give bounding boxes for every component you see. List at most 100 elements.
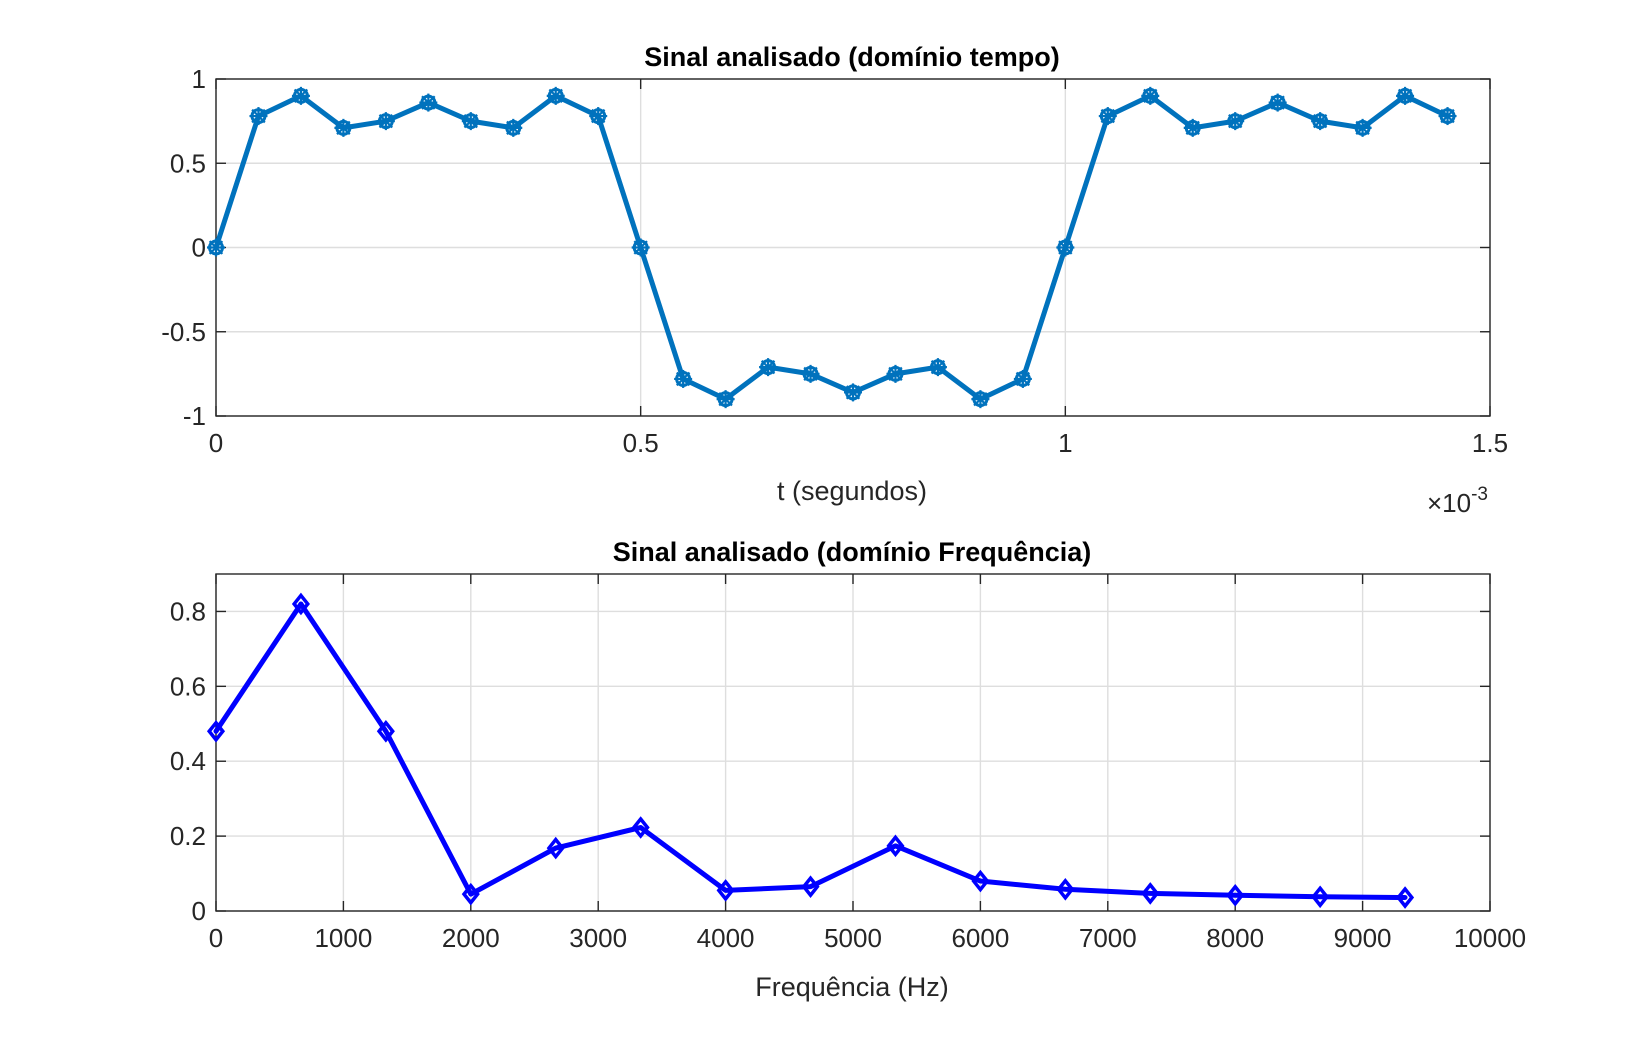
- marker-spoke: [1015, 371, 1031, 387]
- data-point: [504, 118, 523, 137]
- data-point: [801, 364, 820, 383]
- data-point: [1183, 118, 1202, 137]
- time-domain-axes: 0 0.5 1 1.5 -1 -0.5 0 0.5 1 Sinal analisado (dom…: [161, 42, 1508, 518]
- marker-spoke: [293, 88, 309, 103]
- data-point: [1226, 883, 1245, 907]
- marker-spoke: [208, 240, 224, 255]
- marker-spoke: [1143, 88, 1158, 103]
- x-tick-label: 8000: [1206, 923, 1264, 953]
- marker-spoke: [930, 359, 946, 375]
- x-tick-label: 1: [1058, 428, 1072, 458]
- marker-spoke: [1397, 88, 1413, 103]
- marker-spoke: [1440, 108, 1455, 124]
- y-tick-label: 0: [192, 896, 206, 926]
- data-point: [1311, 112, 1330, 131]
- marker-spoke: [548, 88, 563, 103]
- frequency-domain-axes: 0 1000 2000 3000 4000 5000 6000 7000 8000 9000 100…: [170, 537, 1526, 1002]
- x-tick-label: 3000: [569, 923, 627, 953]
- data-point: [376, 719, 395, 743]
- marker-spoke: [463, 113, 478, 129]
- marker-spoke: [1058, 240, 1073, 255]
- y-tick-label: 0.2: [170, 821, 206, 851]
- data-point: [249, 107, 268, 126]
- time-domain-x-label: t (segundos): [777, 476, 927, 506]
- data-point: [1396, 886, 1415, 909]
- data-point: [206, 719, 226, 743]
- data-point: [461, 882, 480, 906]
- data-point: [674, 369, 693, 388]
- marker-spoke: [973, 392, 988, 407]
- marker-spoke: [1270, 95, 1285, 110]
- x-tick-label: 2000: [442, 923, 500, 953]
- x-tick-label: 1000: [314, 923, 372, 953]
- data-point: [461, 112, 480, 131]
- marker-spoke: [718, 392, 733, 407]
- y-tick-label: 0.5: [170, 148, 206, 178]
- marker-spoke: [1185, 120, 1200, 136]
- x-exponent-base: ×10: [1427, 488, 1471, 518]
- frequency-domain-title: Sinal analisado (domínio Frequência): [613, 537, 1092, 567]
- marker-spoke: [803, 366, 818, 382]
- frequency-domain-x-label: Frequência (Hz): [755, 972, 949, 1002]
- data-point: [1268, 93, 1287, 112]
- data-point: [291, 592, 310, 616]
- marker-spoke: [1355, 120, 1370, 136]
- data-point: [716, 879, 735, 902]
- data-point: [928, 358, 947, 377]
- marker-spoke: [1100, 108, 1115, 124]
- data-point: [546, 86, 565, 105]
- marker-spoke: [888, 366, 903, 382]
- marker-spoke: [675, 371, 691, 387]
- x-tick-label: 5000: [824, 923, 882, 953]
- data-point: [1226, 112, 1245, 131]
- series-line: [213, 601, 1408, 901]
- data-point: [546, 836, 565, 860]
- marker-spoke: [1312, 113, 1328, 129]
- y-tick-label: 0.4: [170, 746, 206, 776]
- marker-spoke: [378, 113, 394, 129]
- data-point: [1353, 118, 1372, 137]
- data-point: [1013, 369, 1032, 388]
- data-point: [1098, 107, 1117, 126]
- x-tick-label: 4000: [697, 923, 755, 953]
- marker-spoke: [845, 385, 861, 400]
- marker-spoke: [421, 95, 436, 110]
- marker-spoke: [591, 108, 606, 124]
- data-point: [971, 390, 990, 409]
- data-point: [1141, 86, 1160, 105]
- data-point: [759, 358, 778, 377]
- data-point: [291, 86, 310, 105]
- data-point: [419, 93, 438, 112]
- y-tick-label: 1: [192, 64, 206, 94]
- y-tick-label: -1: [183, 401, 206, 431]
- marker-spoke: [633, 240, 648, 255]
- data-point: [589, 107, 608, 126]
- data-point: [376, 112, 395, 131]
- x-tick-label: 0: [209, 428, 223, 458]
- data-point: [631, 238, 650, 257]
- data-point: [1141, 882, 1160, 905]
- data-point: [801, 875, 820, 898]
- x-tick-label: 6000: [951, 923, 1009, 953]
- time-domain-title: Sinal analisado (domínio tempo): [644, 42, 1060, 72]
- data-point: [971, 869, 990, 893]
- data-point: [1056, 238, 1075, 257]
- y-tick-label: 0.6: [170, 671, 206, 701]
- marker-spoke: [251, 108, 266, 124]
- marker-spoke: [506, 120, 521, 136]
- x-tick-label: 1.5: [1472, 428, 1508, 458]
- marker-spoke: [1228, 113, 1243, 129]
- marker-spoke: [760, 359, 776, 375]
- data-point: [631, 816, 650, 839]
- x-tick-label: 0: [209, 923, 223, 953]
- x-tick-label: 10000: [1454, 923, 1526, 953]
- x-tick-label: 7000: [1079, 923, 1137, 953]
- plot-area: 0 1000 2000 3000 4000 5000 6000 7000 8000 9000 100…: [170, 573, 1526, 953]
- marker-spoke: [336, 120, 351, 136]
- y-tick-label: -0.5: [161, 317, 206, 347]
- data-point: [886, 834, 905, 858]
- plot-area: 0 0.5 1 1.5 -1 -0.5 0 0.5 1: [161, 64, 1508, 458]
- data-point: [886, 364, 905, 383]
- data-point: [1396, 86, 1415, 105]
